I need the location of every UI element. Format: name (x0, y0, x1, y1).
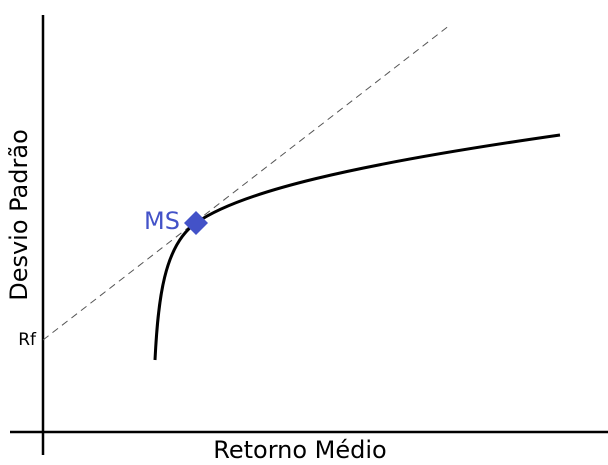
ms-label: MS (144, 207, 180, 235)
rf-label: Rf (18, 330, 37, 350)
x-axis-label: Retorno Médio (213, 436, 386, 464)
market-portfolio-marker (184, 211, 208, 235)
efficient-frontier (153, 133, 561, 361)
y-axis-label: Desvio Padrão (5, 129, 33, 301)
capital-market-line (42, 24, 451, 341)
